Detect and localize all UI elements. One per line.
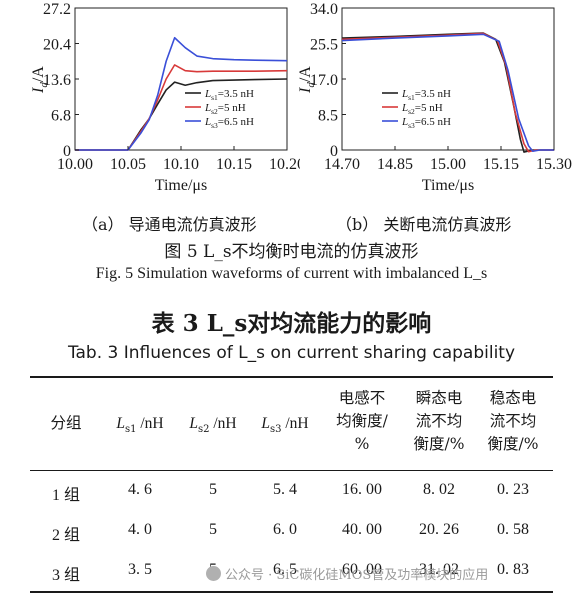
table-title-en: Tab. 3 Influences of L_s on current shar… (67, 343, 516, 363)
y-axis-label: Id/A (297, 66, 317, 94)
table-cell: 5 (209, 521, 217, 538)
figure-caption-cn: 图 5 L_s不均衡时电流的仿真波形 (0, 237, 583, 262)
table-cell: 6. 0 (273, 521, 297, 538)
table-cell: 3 组 (51, 567, 80, 584)
table-header-cell: Ls3 /nH (240, 412, 330, 441)
table-cell: 3. 5 (128, 561, 152, 578)
table-cell: 20. 26 (419, 521, 459, 538)
table-header-cell: 稳态电流不均衡度/% (468, 387, 558, 456)
y-tick-label: 0 (330, 143, 338, 160)
table-cell: 2 组 (51, 527, 80, 544)
series-line-1 (75, 78, 288, 151)
series-line-2 (75, 64, 288, 151)
x-axis-label: Time/μs (155, 177, 207, 194)
y-tick-label: 34.0 (310, 1, 338, 18)
table-header-cell: 电感不均衡度/% (317, 387, 407, 456)
series-line-3 (341, 33, 554, 153)
x-tick-label: 15.30 (536, 156, 572, 173)
x-axis-label: Time/μs (422, 177, 474, 194)
table-header-cell: Ls2 /nH (168, 412, 258, 441)
table-header-line: Ls2 /nH (189, 415, 237, 436)
table-top-rule (30, 376, 553, 378)
table-cell: 31. 02 (419, 561, 459, 578)
y-tick-label: 25.5 (310, 37, 338, 54)
x-tick-label: 15.15 (483, 156, 519, 173)
table-cell: 4. 0 (128, 521, 152, 538)
table-header-line: % (354, 435, 370, 453)
y-axis-label: Id/A (30, 66, 50, 94)
table-header-line: 衡度/% (487, 435, 539, 453)
x-tick-label: 14.85 (377, 156, 413, 173)
table-cell: 4. 6 (128, 481, 152, 498)
watermark: 公众号 · SiC碳化硅MOS管及功率模块的应用 (206, 564, 488, 583)
legend-label: Ls3=6.5 nH (401, 116, 451, 130)
y-tick-label: 20.4 (43, 37, 71, 54)
watermark-text: 公众号 · SiC碳化硅MOS管及功率模块的应用 (225, 568, 489, 583)
legend-label: Ls3=6.5 nH (204, 116, 254, 130)
table-cell: 1 组 (51, 487, 80, 504)
y-tick-label: 27.2 (43, 1, 71, 18)
y-tick-label: 13.6 (43, 72, 71, 89)
table-cell: 8. 02 (423, 481, 455, 498)
table-header-cell: Ls1 /nH (95, 412, 185, 441)
x-tick-label: 14.70 (324, 156, 360, 173)
table-header-cell: 分组 (21, 412, 111, 435)
table-title-cn: 表 3 L_s对均流能力的影响 (151, 310, 432, 337)
table-cell: 6. 5 (273, 561, 297, 578)
y-tick-label: 8.5 (318, 108, 338, 125)
table-header-line: 均衡度/ (336, 412, 388, 430)
x-tick-label: 10.15 (216, 156, 252, 173)
table-cell: 16. 00 (342, 481, 382, 498)
table-header-line: 流不均 (489, 412, 537, 430)
legend-label: Ls2=5 nH (204, 102, 246, 116)
legend-label: Ls1=3.5 nH (401, 88, 451, 102)
legend-label: Ls2=5 nH (401, 102, 443, 116)
y-tick-label: 17.0 (310, 72, 338, 89)
table-header-line: 衡度/% (413, 435, 465, 453)
subcaption-a: （a） 导通电流仿真波形 (82, 215, 257, 234)
table-header-line: 瞬态电 (415, 389, 463, 407)
y-tick-label: 0 (63, 143, 71, 160)
table-header-line: Ls1 /nH (116, 415, 164, 436)
table-cell: 5 (209, 481, 217, 498)
x-tick-label: 10.00 (57, 156, 93, 173)
x-tick-label: 15.00 (430, 156, 466, 173)
figure-caption-en: Fig. 5 Simulation waveforms of current w… (95, 265, 488, 282)
table-cell: 0. 83 (497, 561, 529, 578)
table-header-line: 电感不 (338, 389, 386, 407)
subcaption-b: （b） 关断电流仿真波形 (336, 215, 512, 234)
table-header-cell: 瞬态电流不均衡度/% (394, 387, 484, 456)
table-header-rule (30, 470, 553, 471)
table-header-line: 稳态电 (489, 389, 537, 407)
figure-caption-cn-text: 图 5 L_s不均衡时电流的仿真波形 (164, 242, 419, 262)
table-cell: 5. 4 (273, 481, 297, 498)
chart-b: 0 8.5 17.0 25.5 34.0 14.70 14.85 15.00 15.15 15.3… (297, 1, 572, 194)
table-cell: 60. 00 (342, 561, 382, 578)
table-cell: 40. 00 (342, 521, 382, 538)
table-cell: 0. 58 (497, 521, 529, 538)
table-cell: 0. 23 (497, 481, 529, 498)
chart-a: 0 6.8 13.6 20.4 27.2 10.00 10.05 10.10 10.15 10.2… (30, 1, 300, 194)
series-line-3 (75, 36, 288, 151)
table-bottom-rule (30, 591, 553, 593)
table-header-line: 分组 (50, 414, 82, 432)
table-header-line: 流不均 (415, 412, 463, 430)
x-tick-label: 10.10 (163, 156, 199, 173)
legend-label: Ls1=3.5 nH (204, 88, 254, 102)
x-tick-label: 10.20 (269, 156, 300, 173)
wechat-icon (206, 566, 221, 581)
x-tick-label: 10.05 (110, 156, 146, 173)
y-tick-label: 6.8 (51, 108, 71, 125)
table-header-line: Ls3 /nH (261, 415, 309, 436)
